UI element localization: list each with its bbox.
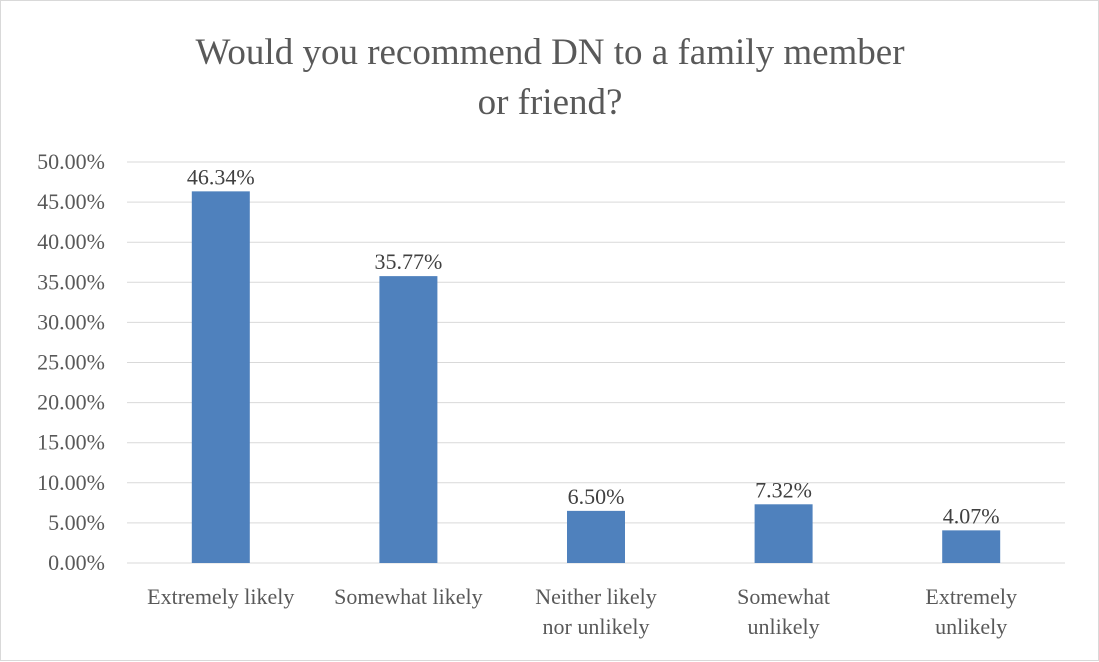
- bar-2: [379, 276, 438, 563]
- data-label: 35.77%: [374, 249, 442, 274]
- category-label: Somewhat likely: [334, 584, 482, 609]
- category-label: Extremely: [925, 584, 1017, 609]
- y-axis-tick-labels: 0.00% 5.00% 10.00% 15.00% 20.00% 25.00% 30.00%…: [37, 149, 105, 575]
- category-label: Extremely likely: [147, 584, 294, 609]
- y-tick-label: 40.00%: [37, 229, 105, 254]
- chart-title-line-2: or friend?: [478, 82, 623, 123]
- bar-5: [942, 530, 1001, 563]
- category-label: nor unlikely: [543, 614, 650, 639]
- y-tick-label: 45.00%: [37, 189, 105, 214]
- y-tick-label: 10.00%: [37, 470, 105, 495]
- data-labels: 46.34% 35.77% 6.50% 7.32% 4.07%: [187, 164, 1000, 528]
- x-axis-category-labels: Extremely likely Somewhat likely Neither l…: [147, 584, 1017, 639]
- data-label: 6.50%: [568, 484, 625, 509]
- data-label: 4.07%: [943, 503, 1000, 528]
- data-label: 7.32%: [755, 477, 812, 502]
- bars: [191, 191, 1001, 563]
- y-tick-label: 30.00%: [37, 309, 105, 334]
- chart-title: Would you recommend DN to a family membe…: [195, 32, 904, 123]
- chart-title-line-1: Would you recommend DN to a family membe…: [195, 32, 904, 73]
- gridlines: [127, 161, 1065, 564]
- bar-3: [567, 510, 625, 563]
- y-tick-label: 50.00%: [37, 149, 105, 174]
- category-label: Neither likely: [535, 584, 657, 609]
- bar-1: [191, 191, 250, 563]
- category-label: unlikely: [748, 614, 820, 639]
- data-label: 46.34%: [187, 164, 255, 189]
- y-tick-label: 35.00%: [37, 269, 105, 294]
- y-tick-label: 25.00%: [37, 350, 105, 375]
- y-tick-label: 15.00%: [37, 430, 105, 455]
- bar-4: [754, 504, 813, 563]
- y-tick-label: 5.00%: [48, 510, 105, 535]
- y-tick-label: 20.00%: [37, 390, 105, 415]
- category-label: unlikely: [935, 614, 1007, 639]
- y-tick-label: 0.00%: [48, 550, 105, 575]
- category-label: Somewhat: [737, 584, 830, 609]
